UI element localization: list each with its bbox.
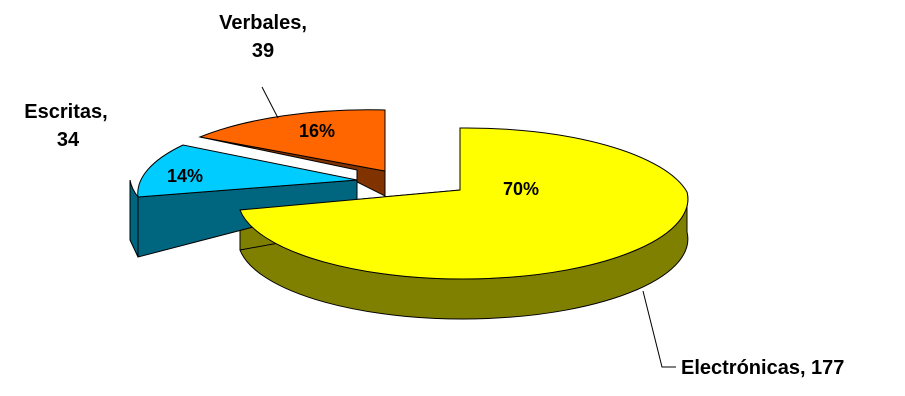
category-label-escritas-line1: Escritas, [24, 101, 107, 123]
pie-tops [137, 109, 689, 280]
category-label-electronicas: Electrónicas, 177 [681, 357, 844, 379]
slice-escritas [137, 144, 358, 198]
category-label-verbales-line2: 39 [252, 40, 274, 62]
category-label-escritas-line2: 34 [57, 129, 80, 151]
leader-line-electronicas [642, 290, 676, 368]
category-labels: Verbales, 39 Escritas, 34 Electrónicas, … [24, 12, 844, 379]
percent-labels: 70% 14% 16% [167, 121, 539, 199]
percent-label-escritas: 14% [167, 166, 203, 186]
slice-electronicas [239, 127, 689, 280]
leader-lines [261, 86, 676, 368]
category-label-verbales-line1: Verbales, [219, 12, 307, 34]
slice-verbales [198, 109, 386, 172]
percent-label-verbales: 16% [299, 121, 335, 141]
leader-line-verbales [261, 86, 279, 119]
percent-label-electronicas: 70% [503, 179, 539, 199]
